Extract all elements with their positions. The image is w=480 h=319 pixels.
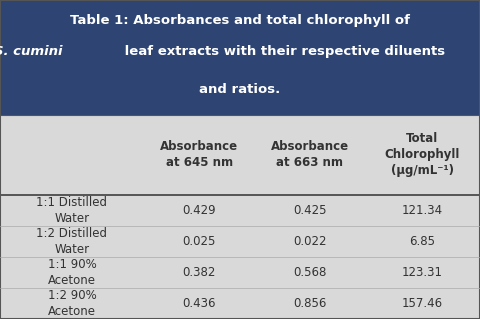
Text: 0.022: 0.022	[293, 235, 326, 248]
Text: 0.429: 0.429	[182, 204, 216, 217]
Text: 1:2 Distilled
Water: 1:2 Distilled Water	[36, 227, 108, 256]
Text: 121.34: 121.34	[402, 204, 443, 217]
Text: S. cumini leaf extracts with their respective diluents: S. cumini leaf extracts with their respe…	[0, 318, 1, 319]
Text: 157.46: 157.46	[402, 297, 443, 310]
Text: and ratios.: and ratios.	[199, 83, 281, 96]
Text: Absorbance
at 663 nm: Absorbance at 663 nm	[271, 140, 348, 169]
Text: 0.382: 0.382	[182, 266, 216, 279]
Text: 123.31: 123.31	[402, 266, 443, 279]
Text: Total
Chlorophyll
(μg/mL⁻¹): Total Chlorophyll (μg/mL⁻¹)	[384, 132, 460, 177]
FancyBboxPatch shape	[0, 0, 480, 115]
Text: Absorbance
at 645 nm: Absorbance at 645 nm	[160, 140, 238, 169]
Text: 0.025: 0.025	[182, 235, 216, 248]
Text: leaf extracts with their respective diluents: leaf extracts with their respective dilu…	[120, 45, 445, 58]
Text: 0.425: 0.425	[293, 204, 326, 217]
Text: S. cumini: S. cumini	[0, 45, 62, 58]
Text: 0.568: 0.568	[293, 266, 326, 279]
FancyBboxPatch shape	[0, 115, 480, 319]
Text: 0.436: 0.436	[182, 297, 216, 310]
Text: Table 1: Absorbances and total chlorophyll of: Table 1: Absorbances and total chlorophy…	[70, 14, 410, 27]
Text: 1:1 Distilled
Water: 1:1 Distilled Water	[36, 196, 108, 225]
Text: 1:1 90%
Acetone: 1:1 90% Acetone	[48, 258, 96, 287]
Text: 0.856: 0.856	[293, 297, 326, 310]
Text: 6.85: 6.85	[409, 235, 435, 248]
Text: 1:2 90%
Acetone: 1:2 90% Acetone	[48, 289, 96, 318]
